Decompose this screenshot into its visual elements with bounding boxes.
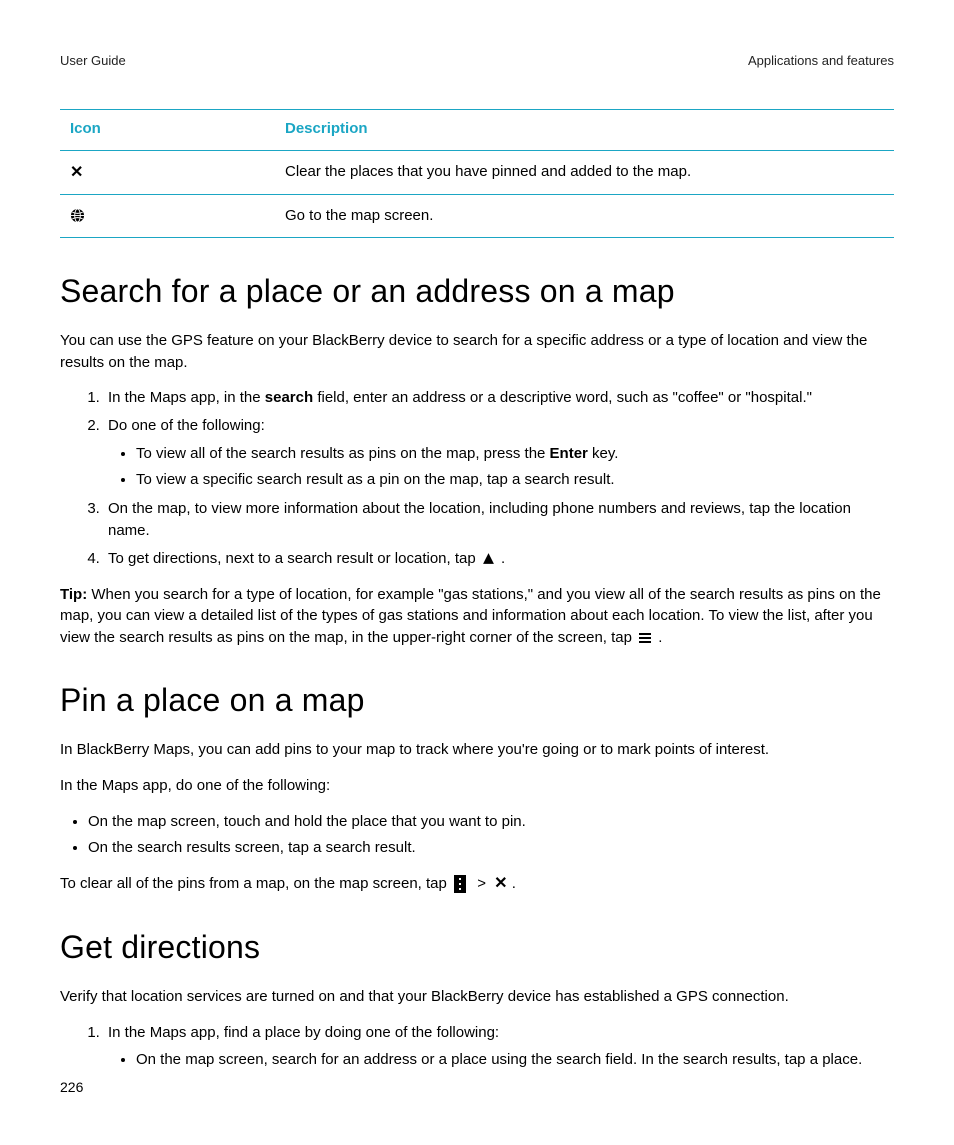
step2-options: To view all of the search results as pin…	[108, 443, 894, 491]
dir-step1-text: In the Maps app, find a place by doing o…	[108, 1024, 499, 1041]
tip-label: Tip:	[60, 586, 87, 603]
icon-cell	[60, 194, 275, 237]
clear-pre: To clear all of the pins from a map, on …	[60, 875, 451, 892]
clear-post: .	[508, 875, 516, 892]
icon-cell: ✕	[60, 150, 275, 194]
pin-clear-line: To clear all of the pins from a map, on …	[60, 872, 894, 895]
pin-option-b: On the search results screen, tap a sear…	[88, 837, 894, 859]
x-icon: ✕	[494, 872, 507, 895]
step2a-pre: To view all of the search results as pin…	[136, 445, 550, 462]
directions-step1-options: On the map screen, search for an address…	[108, 1049, 894, 1071]
pin-options: On the map screen, touch and hold the pl…	[60, 811, 894, 859]
step-2: Do one of the following: To view all of …	[104, 415, 894, 490]
description-cell: Clear the places that you have pinned an…	[275, 150, 894, 194]
directions-intro: Verify that location services are turned…	[60, 986, 894, 1008]
step-3: On the map, to view more information abo…	[104, 498, 894, 542]
globe-icon	[70, 207, 85, 224]
search-tip: Tip: When you search for a type of locat…	[60, 584, 894, 649]
header-left: User Guide	[60, 52, 126, 71]
tip-body-pre: When you search for a type of location, …	[60, 586, 881, 647]
step1-post: field, enter an address or a descriptive…	[313, 389, 812, 406]
step2-intro: Do one of the following:	[108, 417, 265, 434]
table-row: Go to the map screen.	[60, 194, 894, 237]
header-right: Applications and features	[748, 52, 894, 71]
x-icon: ✕	[70, 161, 83, 184]
pin-intro: In BlackBerry Maps, you can add pins to …	[60, 739, 894, 761]
table-header-icon: Icon	[60, 109, 275, 150]
directions-step1-a: On the map screen, search for an address…	[136, 1049, 894, 1071]
description-cell: Go to the map screen.	[275, 194, 894, 237]
step2a-bold: Enter	[550, 445, 588, 462]
table-row: ✕ Clear the places that you have pinned …	[60, 150, 894, 194]
directions-step-1: In the Maps app, find a place by doing o…	[104, 1022, 894, 1072]
step4-pre: To get directions, next to a search resu…	[108, 550, 480, 567]
table-header-description: Description	[275, 109, 894, 150]
step1-pre: In the Maps app, in the	[108, 389, 265, 406]
step4-post: .	[501, 550, 505, 567]
page-number: 226	[60, 1077, 83, 1097]
icon-table: Icon Description ✕ Clear the places that…	[60, 109, 894, 238]
more-dots-icon	[454, 875, 466, 893]
step1-bold: search	[265, 389, 313, 406]
heading-pin-place: Pin a place on a map	[60, 677, 894, 723]
heading-search-place: Search for a place or an address on a ma…	[60, 268, 894, 314]
search-intro: You can use the GPS feature on your Blac…	[60, 330, 894, 374]
step2-option-b: To view a specific search result as a pi…	[136, 469, 894, 491]
pin-option-a: On the map screen, touch and hold the pl…	[88, 811, 894, 833]
menu-lines-icon	[638, 632, 652, 644]
pin-lead: In the Maps app, do one of the following…	[60, 775, 894, 797]
heading-get-directions: Get directions	[60, 924, 894, 970]
step-4: To get directions, next to a search resu…	[104, 548, 894, 570]
page: User Guide Applications and features Ico…	[0, 0, 954, 1145]
step2-option-a: To view all of the search results as pin…	[136, 443, 894, 465]
triangle-up-icon	[482, 552, 495, 565]
directions-steps: In the Maps app, find a place by doing o…	[60, 1022, 894, 1072]
gt-symbol: >	[477, 875, 486, 892]
step2a-post: key.	[588, 445, 619, 462]
tip-body-post: .	[654, 629, 662, 646]
step-1: In the Maps app, in the search field, en…	[104, 387, 894, 409]
search-steps: In the Maps app, in the search field, en…	[60, 387, 894, 569]
page-header: User Guide Applications and features	[60, 52, 894, 71]
